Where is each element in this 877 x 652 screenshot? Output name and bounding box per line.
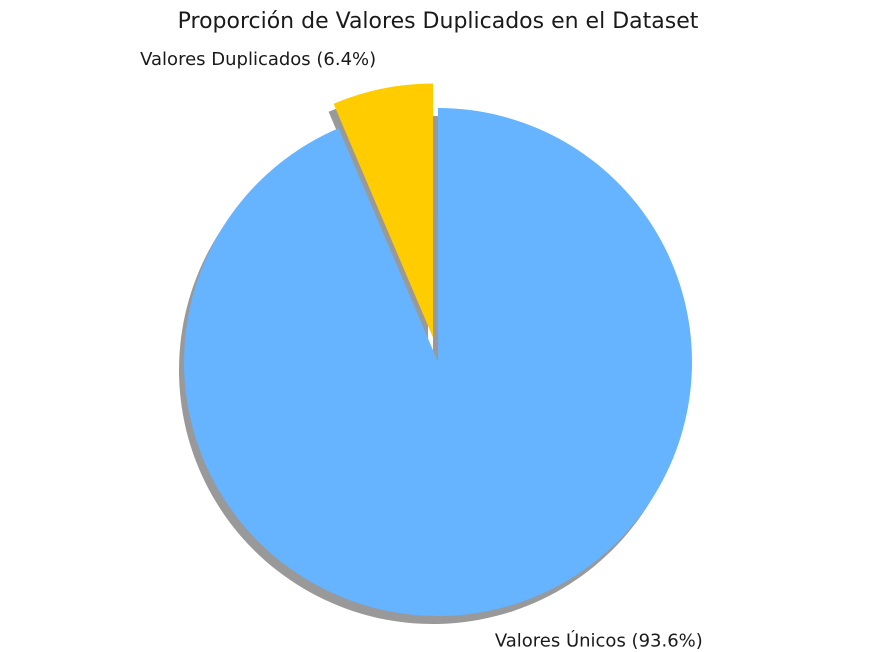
- slice-labels: Valores Duplicados (6.4%) Valores Únicos …: [140, 49, 703, 652]
- chart-title: Proporción de Valores Duplicados en el D…: [178, 9, 699, 34]
- slice-valores-unicos: [184, 108, 692, 616]
- slice-valores-duplicados: [333, 83, 434, 338]
- pie-slices: [184, 83, 692, 616]
- slice-label-valores-duplicados: Valores Duplicados (6.4%): [140, 49, 376, 70]
- slice-label-valores-unicos: Valores Únicos (93.6%): [495, 630, 703, 652]
